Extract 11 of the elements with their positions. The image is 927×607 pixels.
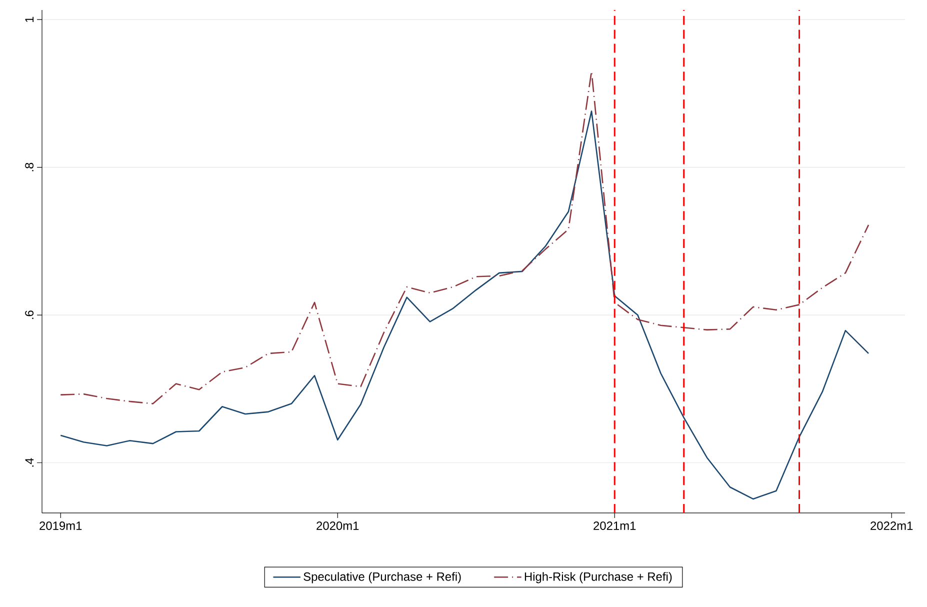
y-tick-label: .6 bbox=[25, 310, 34, 319]
y-tick-label: .4 bbox=[25, 458, 34, 467]
y-tick-label: .8 bbox=[25, 162, 34, 172]
x-tick-label: 2022m1 bbox=[870, 521, 913, 530]
x-tick-label: 2020m1 bbox=[316, 521, 359, 530]
x-tick-label: 2021m1 bbox=[594, 521, 636, 530]
line-series bbox=[60, 110, 870, 500]
legend-label: Speculative (Purchase + Refi) bbox=[304, 572, 461, 584]
x-tick-label: 2019m1 bbox=[40, 521, 82, 530]
legend-label: High-Risk (Purchase + Refi) bbox=[524, 572, 672, 584]
y-tick-label: 1 bbox=[25, 16, 34, 22]
